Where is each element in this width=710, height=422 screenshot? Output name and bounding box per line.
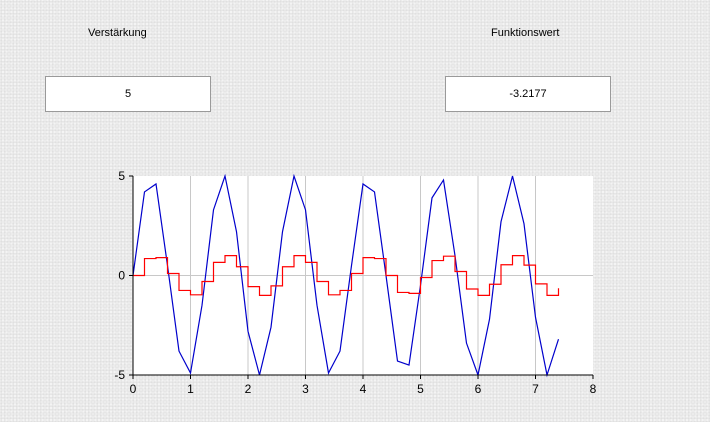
x-tick-label: 4 — [360, 382, 367, 396]
series-line-2 — [133, 255, 560, 296]
gain-field[interactable]: 5 — [45, 76, 211, 112]
series-line-1 — [132, 173, 560, 378]
x-tick-label: 5 — [417, 382, 424, 396]
x-tick-label: 3 — [302, 382, 309, 396]
gain-label: Verstärkung — [88, 27, 147, 39]
function-value-label: Funktionswert — [491, 27, 560, 39]
y-tick-label: 5 — [118, 169, 125, 183]
x-tick-label: 1 — [187, 382, 194, 396]
x-tick-label: 0 — [130, 382, 137, 396]
function-value-field: -3.2177 — [445, 76, 611, 112]
x-tick-label: 6 — [475, 382, 482, 396]
x-tick-label: 2 — [245, 382, 252, 396]
x-tick-label: 8 — [590, 382, 597, 396]
x-tick-label: 7 — [532, 382, 539, 396]
y-tick-label: 0 — [118, 269, 125, 283]
y-tick-label: -5 — [114, 368, 125, 382]
